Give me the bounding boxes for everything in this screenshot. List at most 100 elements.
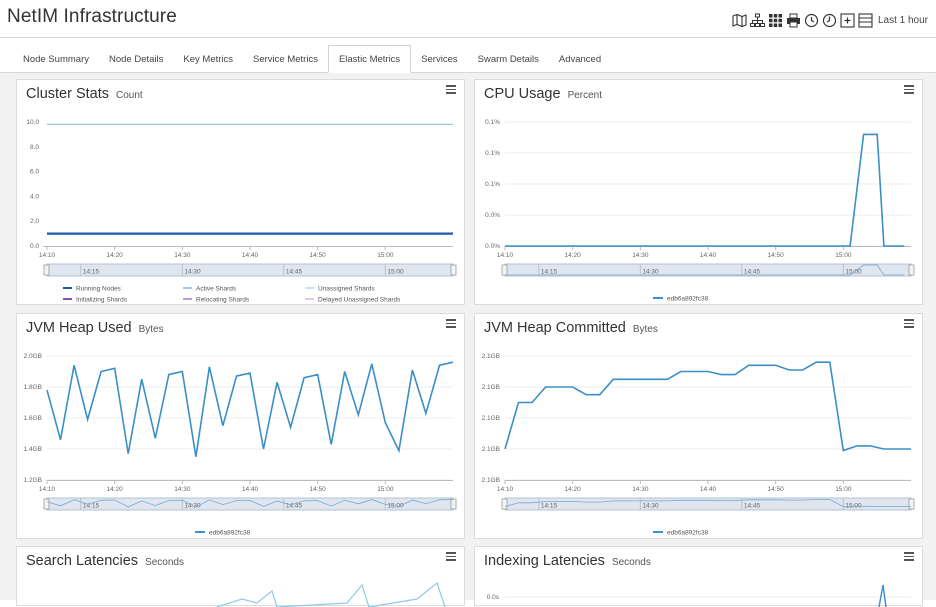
legend-item: Unassigned Shards bbox=[318, 285, 375, 292]
navigator-tick-label: 14:15 bbox=[83, 269, 100, 276]
y-tick-label: 8.0 bbox=[30, 144, 39, 151]
app-title: NetIM Infrastructure bbox=[7, 6, 177, 27]
map-icon[interactable] bbox=[732, 13, 747, 28]
y-tick-label: 1.2GB bbox=[24, 477, 42, 484]
navigator-handle-right bbox=[450, 264, 457, 276]
y-tick-label: 10.0 bbox=[26, 119, 39, 126]
panel-menu-icon[interactable] bbox=[904, 552, 914, 562]
x-tick-label: 15:00 bbox=[835, 486, 852, 493]
history-icon[interactable] bbox=[804, 13, 819, 28]
navigator-handle-right bbox=[450, 498, 457, 510]
x-tick-label: 14:10 bbox=[39, 486, 56, 493]
jvm-heap-committed-chart: 2.1GB 2.1GB 2.1GB 2.1GB 2.1GB 14:10 14:20 14:30… bbox=[482, 353, 915, 537]
x-tick-label: 14:10 bbox=[39, 252, 56, 259]
navigator-tick-label: 14:30 bbox=[642, 503, 659, 510]
x-tick-label: 14:50 bbox=[768, 486, 785, 493]
cpu-usage-panel: CPU Usage Percent 0.0% 0.0% 0.1% 0.1% 0.1% 14:… bbox=[474, 79, 923, 305]
navigator-tick-label: 14:15 bbox=[541, 503, 558, 510]
legend-item: Running Nodes bbox=[76, 285, 122, 292]
grid-icon[interactable] bbox=[768, 13, 783, 28]
time-range-selector[interactable]: Last 1 hour bbox=[877, 14, 928, 26]
panel-title: JVM Heap Used bbox=[26, 320, 132, 336]
panel-unit: Seconds bbox=[611, 557, 651, 568]
x-tick-label: 14:20 bbox=[565, 486, 582, 493]
tab-bar-divider bbox=[0, 72, 936, 73]
tab-node-details[interactable]: Node Details bbox=[109, 54, 164, 65]
y-tick-label: 0.0 bbox=[30, 243, 39, 250]
legend-item: edb6a892fc38 bbox=[209, 530, 251, 537]
y-tick-label: 2.1GB bbox=[482, 415, 500, 422]
legend-item: Active Shards bbox=[196, 285, 237, 292]
navigator-tick-label: 14:30 bbox=[184, 269, 201, 276]
x-tick-label: 14:50 bbox=[310, 486, 327, 493]
y-tick-label: 4.0 bbox=[30, 193, 39, 200]
x-tick-label: 14:30 bbox=[174, 252, 191, 259]
panel-title: Search Latencies bbox=[26, 553, 139, 569]
navigator-handle-left bbox=[501, 498, 508, 510]
series-line bbox=[504, 361, 911, 452]
collapse-icon[interactable] bbox=[858, 12, 873, 28]
cpu-usage-chart: 0.0% 0.0% 0.1% 0.1% 0.1% 14:10 14:20 14:30 14:40… bbox=[485, 119, 915, 303]
panel-title: CPU Usage bbox=[484, 86, 561, 102]
x-tick-label: 14:50 bbox=[310, 252, 327, 259]
x-tick-label: 14:30 bbox=[632, 486, 649, 493]
navigator-tick-label: 14:45 bbox=[286, 503, 303, 510]
navigator-handle-left bbox=[43, 264, 50, 276]
x-tick-label: 14:30 bbox=[632, 252, 649, 259]
x-tick-label: 14:20 bbox=[565, 252, 582, 259]
jvm-heap-committed-panel: JVM Heap Committed Bytes 2.1GB 2.1GB 2.1GB 2… bbox=[474, 313, 923, 539]
panel-title: Cluster Stats bbox=[26, 86, 109, 102]
x-tick-label: 14:30 bbox=[174, 486, 191, 493]
y-tick-label: 0.0s bbox=[487, 594, 500, 601]
expand-icon[interactable] bbox=[840, 12, 855, 28]
navigator-tick-label: 14:15 bbox=[541, 269, 558, 276]
cluster-stats-chart: 0.0 2.0 4.0 6.0 8.0 10.0 14:10 14:20 14:30 14:40 1… bbox=[26, 119, 457, 303]
panel-menu-icon[interactable] bbox=[904, 85, 914, 95]
y-tick-label: 2.1GB bbox=[482, 353, 500, 360]
navigator-series-line bbox=[46, 499, 454, 508]
y-tick-label: 6.0 bbox=[30, 169, 39, 176]
legend-item: edb6a892fc38 bbox=[667, 296, 709, 303]
x-tick-label: 15:00 bbox=[377, 252, 394, 259]
panel-title: Indexing Latencies bbox=[484, 553, 605, 569]
tab-advanced[interactable]: Advanced bbox=[558, 54, 602, 65]
x-tick-label: 14:40 bbox=[700, 252, 717, 259]
panel-unit: Bytes bbox=[632, 324, 658, 335]
tab-service-metrics[interactable]: Service Metrics bbox=[253, 54, 318, 65]
x-tick-label: 14:40 bbox=[700, 486, 717, 493]
navigator-handle-left bbox=[43, 498, 50, 510]
tab-swarm-details[interactable]: Swarm Details bbox=[477, 54, 539, 65]
tab-key-metrics[interactable]: Key Metrics bbox=[183, 54, 234, 65]
navigator-tick-label: 14:45 bbox=[744, 503, 761, 510]
topology-icon[interactable] bbox=[749, 13, 765, 28]
tab-node-summary[interactable]: Node Summary bbox=[23, 54, 89, 65]
navigator-tick-label: 14:15 bbox=[83, 503, 100, 510]
panel-menu-icon[interactable] bbox=[446, 85, 456, 95]
navigator-handle-left bbox=[501, 264, 508, 276]
panel-menu-icon[interactable] bbox=[446, 319, 456, 329]
tab-elastic-metrics[interactable]: Elastic Metrics bbox=[327, 45, 412, 73]
panel-menu-icon[interactable] bbox=[904, 319, 914, 329]
clock-icon[interactable] bbox=[822, 13, 837, 28]
app-header: NetIM Infrastructure Last 1 hour bbox=[0, 0, 936, 38]
series-line bbox=[505, 133, 905, 247]
print-icon[interactable] bbox=[786, 13, 801, 28]
navigator-tick-label: 14:45 bbox=[286, 269, 303, 276]
navigator-tick-label: 15:00 bbox=[387, 269, 404, 276]
y-tick-label: 0.0% bbox=[485, 243, 500, 250]
x-tick-label: 14:20 bbox=[107, 252, 124, 259]
x-tick-label: 14:20 bbox=[107, 486, 124, 493]
panel-menu-icon[interactable] bbox=[446, 552, 456, 562]
navigator-handle-right bbox=[908, 498, 915, 510]
tab-services[interactable]: Services bbox=[421, 54, 458, 65]
series-line bbox=[216, 581, 446, 607]
dashboard-content: Cluster Stats Count 0.0 2.0 4.0 6.0 8.0 10.0 14… bbox=[0, 73, 936, 607]
y-tick-label: 1.8GB bbox=[24, 384, 42, 391]
x-tick-label: 15:00 bbox=[835, 252, 852, 259]
jvm-heap-used-panel: JVM Heap Used Bytes 1.2GB 1.4GB 1.6GB 1.8GB 2… bbox=[16, 313, 465, 539]
x-tick-label: 14:50 bbox=[768, 252, 785, 259]
navigator-tick-label: 14:30 bbox=[642, 269, 659, 276]
toolbar: Last 1 hour bbox=[732, 11, 928, 29]
tab-bar: Node Summary Node Details Key Metrics Se… bbox=[13, 45, 611, 73]
x-tick-label: 14:10 bbox=[497, 252, 514, 259]
